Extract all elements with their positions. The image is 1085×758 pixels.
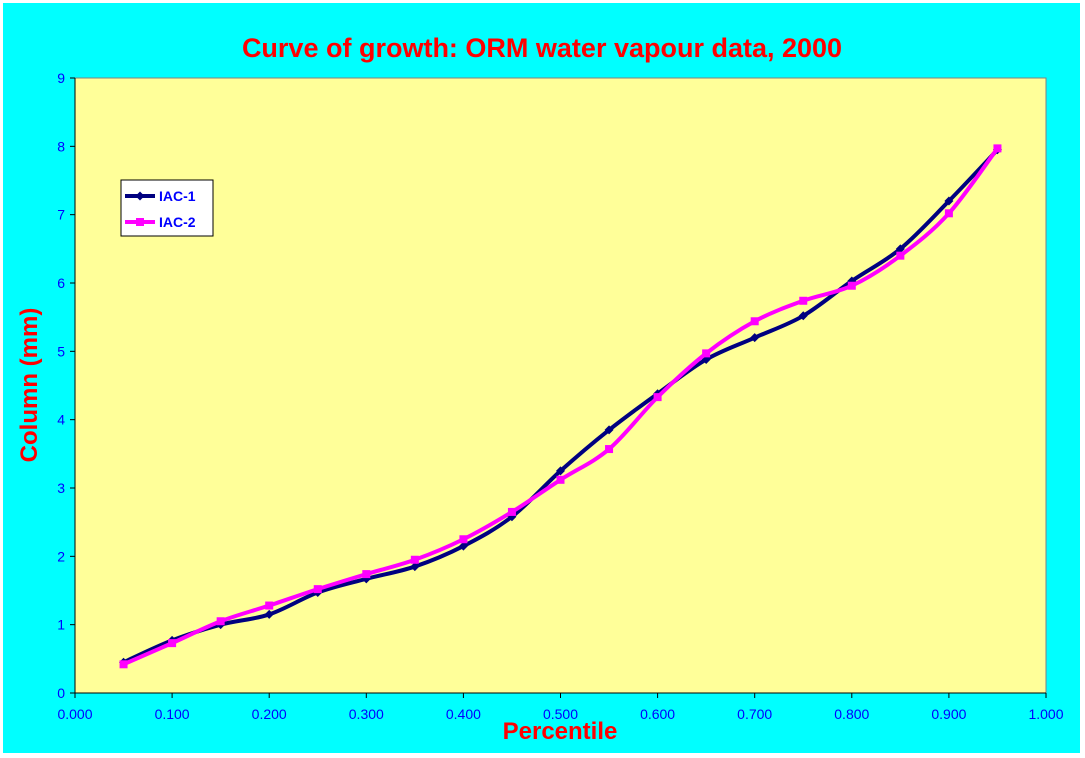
y-tick-label: 3: [57, 480, 65, 496]
data-point: [750, 333, 760, 343]
data-point: [458, 541, 468, 551]
x-axis-label: Percentile: [503, 718, 618, 745]
data-point: [799, 296, 808, 305]
series-iac-2: [119, 144, 1002, 669]
data-point: [313, 585, 322, 594]
data-point: [993, 144, 1002, 153]
x-tick-label: 0.600: [640, 706, 675, 722]
x-tick-label: 0.200: [252, 706, 287, 722]
y-tick-label: 8: [57, 138, 65, 154]
x-tick-label: 0.000: [57, 706, 92, 722]
legend-label: IAC-2: [159, 214, 196, 230]
data-point: [944, 209, 953, 218]
x-tick-label: 0.400: [446, 706, 481, 722]
x-tick-label: 0.300: [349, 706, 384, 722]
data-point: [798, 311, 808, 321]
data-point: [265, 601, 274, 610]
x-tick-label: 0.800: [834, 706, 869, 722]
data-point: [944, 196, 954, 206]
data-point: [556, 475, 565, 484]
data-point: [653, 393, 662, 402]
data-point: [750, 317, 759, 326]
data-point: [119, 660, 128, 669]
y-tick-label: 5: [57, 343, 65, 359]
y-tick-label: 9: [57, 70, 65, 86]
data-point: [362, 570, 371, 579]
x-tick-label: 0.100: [155, 706, 190, 722]
legend-item-iac-1: IAC-1: [125, 188, 196, 204]
data-point: [459, 535, 468, 544]
data-point: [702, 349, 711, 358]
y-tick-label: 0: [57, 685, 65, 701]
y-tick-label: 4: [57, 412, 65, 428]
data-point: [216, 617, 225, 626]
y-tick-label: 7: [57, 207, 65, 223]
plot-area: [74, 77, 1047, 694]
legend-item-iac-2: IAC-2: [125, 214, 196, 230]
y-tick-label: 1: [57, 617, 65, 633]
data-point: [847, 281, 856, 290]
data-point: [264, 609, 274, 619]
legend-label: IAC-1: [159, 188, 196, 204]
data-point: [410, 562, 420, 572]
data-point: [605, 445, 614, 454]
x-tick-label: 0.500: [543, 706, 578, 722]
data-point: [168, 639, 177, 648]
legend-swatch-marker: [136, 218, 144, 226]
data-point: [410, 555, 419, 564]
data-point: [604, 425, 614, 435]
data-point: [896, 251, 905, 260]
y-axis-label: Column (mm): [16, 308, 43, 463]
chart-title: Curve of growth: ORM water vapour data, …: [242, 33, 842, 63]
x-tick-label: 1.000: [1028, 706, 1063, 722]
y-tick-label: 2: [57, 548, 65, 564]
legend-box: [120, 179, 214, 237]
legend: IAC-1 IAC-2: [120, 179, 214, 237]
x-tick-label: 0.700: [737, 706, 772, 722]
data-point: [895, 244, 905, 254]
data-point: [507, 507, 516, 516]
legend-swatch-marker: [135, 191, 145, 201]
data-point: [556, 466, 565, 476]
x-tick-label: 0.900: [931, 706, 966, 722]
y-tick-label: 6: [57, 275, 65, 291]
